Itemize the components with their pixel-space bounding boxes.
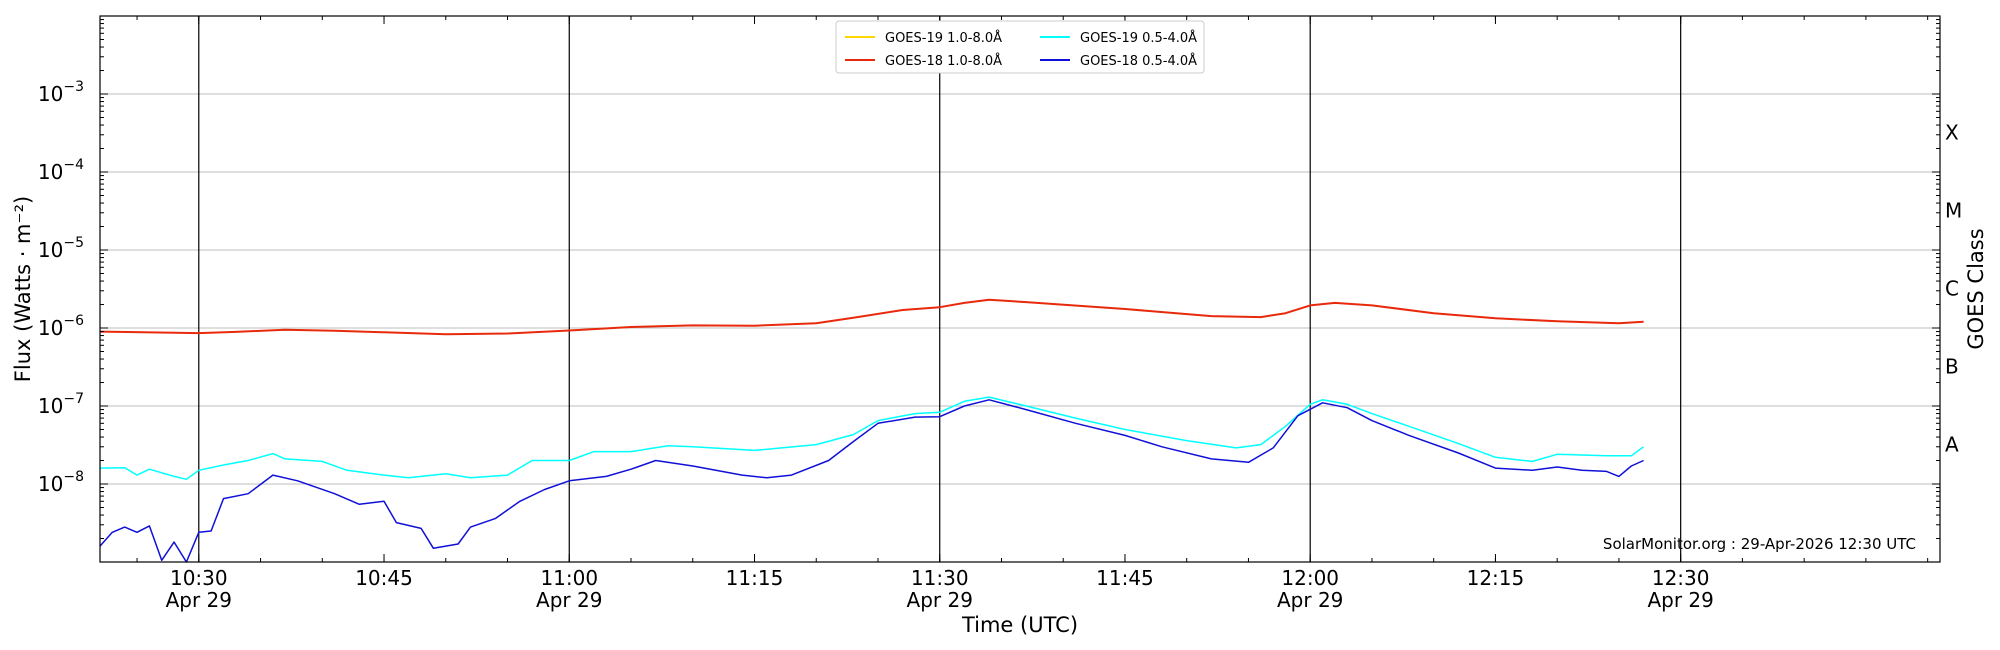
goes-class-x: X <box>1945 121 1959 145</box>
x-tick-label: 10:30 <box>170 566 228 590</box>
legend-label: GOES-19 0.5-4.0Å <box>1080 30 1197 46</box>
goes-class-a: A <box>1945 433 1959 457</box>
x-tick-label: 12:30 <box>1652 566 1710 590</box>
series-line-2 <box>99 396 1645 481</box>
x-tick-date-label: Apr 29 <box>536 588 602 612</box>
x-tick-label: 11:30 <box>911 566 969 590</box>
x-tick-label: 11:00 <box>540 566 598 590</box>
legend-box <box>835 20 1205 74</box>
right-axis-title: GOES Class <box>1964 228 1988 349</box>
y-tick-label: 10−5 <box>38 235 84 262</box>
y-tick-label: 10−4 <box>38 157 84 184</box>
goes-class-b: B <box>1945 355 1959 379</box>
goes-class-labels: X M C B A <box>1945 121 1962 457</box>
legend-label: GOES-19 1.0-8.0Å <box>885 30 1002 46</box>
x-tick-date-label: Apr 29 <box>166 588 232 612</box>
x-tick-label: 10:45 <box>355 566 413 590</box>
credit-text: SolarMonitor.org : 29-Apr-2026 12:30 UTC <box>1603 535 1916 553</box>
series-line-3 <box>99 399 1644 563</box>
goes-class-c: C <box>1945 277 1959 301</box>
y-tick-label: 10−8 <box>38 469 84 496</box>
y-axis-title: Flux (Watts · m⁻²) <box>11 196 35 382</box>
goes-class-m: M <box>1945 199 1962 223</box>
y-tick-labels: 10−8 10−7 10−6 10−5 10−4 10−3 <box>38 79 84 496</box>
grid-lines <box>100 93 1940 485</box>
y-tick-label: 10−6 <box>38 313 84 340</box>
x-tick-date-label: Apr 29 <box>1647 588 1713 612</box>
y-tick-label: 10−7 <box>38 391 84 418</box>
y-tick-label: 10−3 <box>38 79 84 106</box>
x-tick-label: 11:45 <box>1096 566 1154 590</box>
x-tick-label: 11:15 <box>726 566 784 590</box>
x-tick-date-label: Apr 29 <box>1277 588 1343 612</box>
legend: GOES-19 1.0-8.0Å GOES-18 1.0-8.0Å GOES-19 … <box>835 20 1205 74</box>
axis-ticks <box>100 15 1940 563</box>
legend-label: GOES-18 1.0-8.0Å <box>885 53 1002 69</box>
series-lines <box>99 298 1645 563</box>
plot-frame <box>99 15 1941 563</box>
x-tick-date-label: Apr 29 <box>907 588 973 612</box>
legend-label: GOES-18 0.5-4.0Å <box>1080 53 1197 69</box>
x-axis-title: Time (UTC) <box>961 613 1078 637</box>
series-line-1 <box>99 298 1644 336</box>
x-tick-label: 12:15 <box>1467 566 1525 590</box>
x-tick-label: 12:00 <box>1281 566 1339 590</box>
